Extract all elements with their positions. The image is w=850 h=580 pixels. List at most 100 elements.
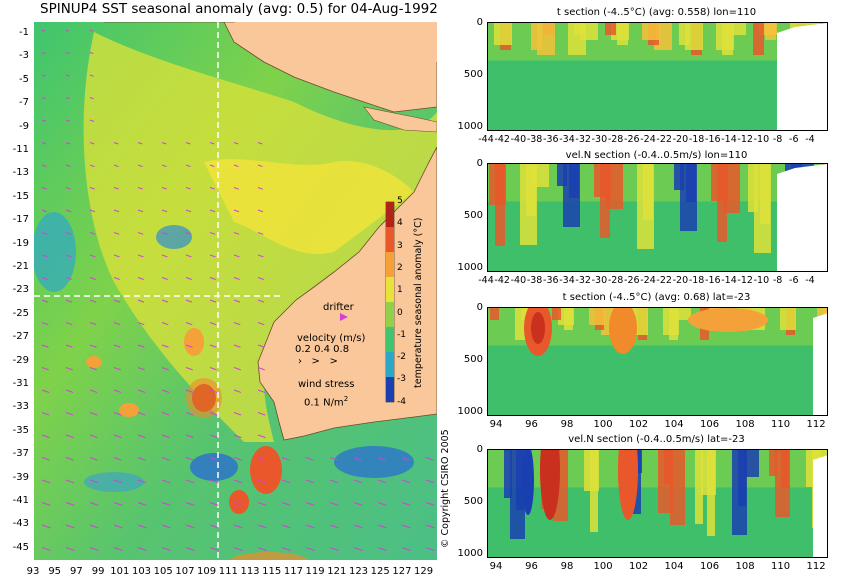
section-x-tick: -4: [801, 275, 819, 286]
map-lat-tick: -33: [3, 402, 29, 412]
section-depth-tick: 500: [455, 354, 483, 365]
map-lat-tick: -17: [3, 215, 29, 225]
section-depth-tick: 1000: [455, 121, 483, 132]
section-panel-title: vel.N section (-0.4..0.5m/s) lon=110: [487, 150, 826, 161]
section-panel[interactable]: [487, 449, 828, 558]
legend-drifter: drifter: [323, 302, 354, 313]
colorbar-tick: 3: [397, 242, 403, 251]
colorbar-tick: 0: [397, 309, 403, 318]
map-lat-tick: -25: [3, 309, 29, 319]
section-x-tick: 94: [487, 561, 505, 572]
map-lon-tick: 129: [412, 566, 436, 577]
map-lat-tick: -11: [3, 145, 29, 155]
map-lat-tick: -29: [3, 356, 29, 366]
colorbar: [386, 202, 394, 402]
colorbar-tick: -4: [397, 398, 406, 407]
map-lat-tick: -41: [3, 496, 29, 506]
section-panel[interactable]: [487, 163, 828, 272]
section-depth-tick: 500: [455, 69, 483, 80]
map-lat-tick: -1: [3, 28, 29, 38]
map-lat-tick: -3: [3, 51, 29, 61]
map-lat-tick: -27: [3, 332, 29, 342]
map-lat-tick: -15: [3, 192, 29, 202]
section-heatmap: [488, 450, 827, 557]
map-lon-tick: 127: [390, 566, 414, 577]
legend-velocity-values: 0.2 0.4 0.8: [295, 344, 349, 355]
map-lon-tick: 123: [347, 566, 371, 577]
section-x-tick: 112: [807, 419, 825, 430]
map-lon-tick: 95: [43, 566, 67, 577]
map-lon-tick: 107: [173, 566, 197, 577]
sst-anomaly-map[interactable]: [34, 22, 437, 560]
map-lat-tick: -21: [3, 262, 29, 272]
colorbar-tick: -2: [397, 353, 406, 362]
map-lon-tick: 113: [238, 566, 262, 577]
colorbar-tick: 2: [397, 264, 403, 273]
section-depth-tick: 1000: [455, 548, 483, 559]
map-lat-tick: -35: [3, 426, 29, 436]
section-x-tick: -4: [801, 134, 819, 145]
section-x-tick: 106: [700, 419, 718, 430]
section-depth-tick: 0: [455, 444, 483, 455]
map-lon-tick: 97: [64, 566, 88, 577]
map-lon-tick: 111: [216, 566, 240, 577]
colorbar-tick: -1: [397, 331, 406, 340]
map-lon-tick: 115: [260, 566, 284, 577]
map-lat-tick: -45: [3, 543, 29, 553]
legend-wind-label: wind stress: [298, 379, 354, 390]
section-heatmap: [488, 23, 827, 130]
section-depth-tick: 0: [455, 17, 483, 28]
copyright-text: © Copyright CSIRO 2005: [440, 429, 451, 548]
colorbar-tick: 4: [397, 219, 403, 228]
section-x-tick: 94: [487, 419, 505, 430]
map-lon-tick: 105: [151, 566, 175, 577]
section-depth-tick: 1000: [455, 406, 483, 417]
sst-map-canvas: [34, 22, 437, 560]
section-depth-tick: 500: [455, 210, 483, 221]
map-lon-tick: 125: [368, 566, 392, 577]
legend-wind-value: 0.1 N/m2: [304, 395, 348, 408]
section-panel[interactable]: [487, 22, 828, 131]
map-lat-tick: -5: [3, 75, 29, 85]
section-x-tick: 110: [771, 561, 789, 572]
colorbar-tick: 5: [397, 197, 403, 206]
colorbar-tick: 1: [397, 286, 403, 295]
section-x-tick: 96: [523, 561, 541, 572]
section-panel-title: t section (-4..5°C) (avg: 0.558) lon=110: [487, 7, 826, 18]
section-x-tick: 104: [665, 419, 683, 430]
map-lat-tick: -37: [3, 449, 29, 459]
map-lat-tick: -19: [3, 239, 29, 249]
section-depth-tick: 0: [455, 158, 483, 169]
section-x-tick: 112: [807, 561, 825, 572]
section-panel-title: vel.N section (-0.4..0.5m/s) lat=-23: [487, 434, 826, 445]
map-lat-tick: -43: [3, 519, 29, 529]
section-x-tick: 98: [558, 561, 576, 572]
section-x-tick: 104: [665, 561, 683, 572]
section-x-tick: 110: [771, 419, 789, 430]
map-lat-tick: -31: [3, 379, 29, 389]
map-lat-tick: -13: [3, 168, 29, 178]
section-x-tick: 108: [736, 419, 754, 430]
colorbar-label: temperature seasonal anomaly (°C): [413, 218, 424, 388]
map-title: SPINUP4 SST seasonal anomaly (avg: 0.5) …: [40, 1, 438, 17]
map-lon-tick: 121: [325, 566, 349, 577]
section-depth-tick: 0: [455, 302, 483, 313]
colorbar-tick: -3: [397, 375, 406, 384]
section-x-tick: 100: [594, 561, 612, 572]
section-x-tick: 96: [523, 419, 541, 430]
section-x-tick: 106: [700, 561, 718, 572]
map-lat-tick: -7: [3, 98, 29, 108]
map-lon-tick: 103: [130, 566, 154, 577]
map-lon-tick: 99: [86, 566, 110, 577]
map-lat-tick: -23: [3, 285, 29, 295]
map-lon-tick: 93: [21, 566, 45, 577]
map-lon-tick: 117: [281, 566, 305, 577]
section-heatmap: [488, 308, 827, 415]
section-panel[interactable]: [487, 307, 828, 416]
section-x-tick: 102: [629, 419, 647, 430]
map-lon-tick: 101: [108, 566, 132, 577]
section-x-tick: 100: [594, 419, 612, 430]
map-lon-tick: 109: [195, 566, 219, 577]
section-heatmap: [488, 164, 827, 271]
cold-eddy: [34, 212, 76, 292]
